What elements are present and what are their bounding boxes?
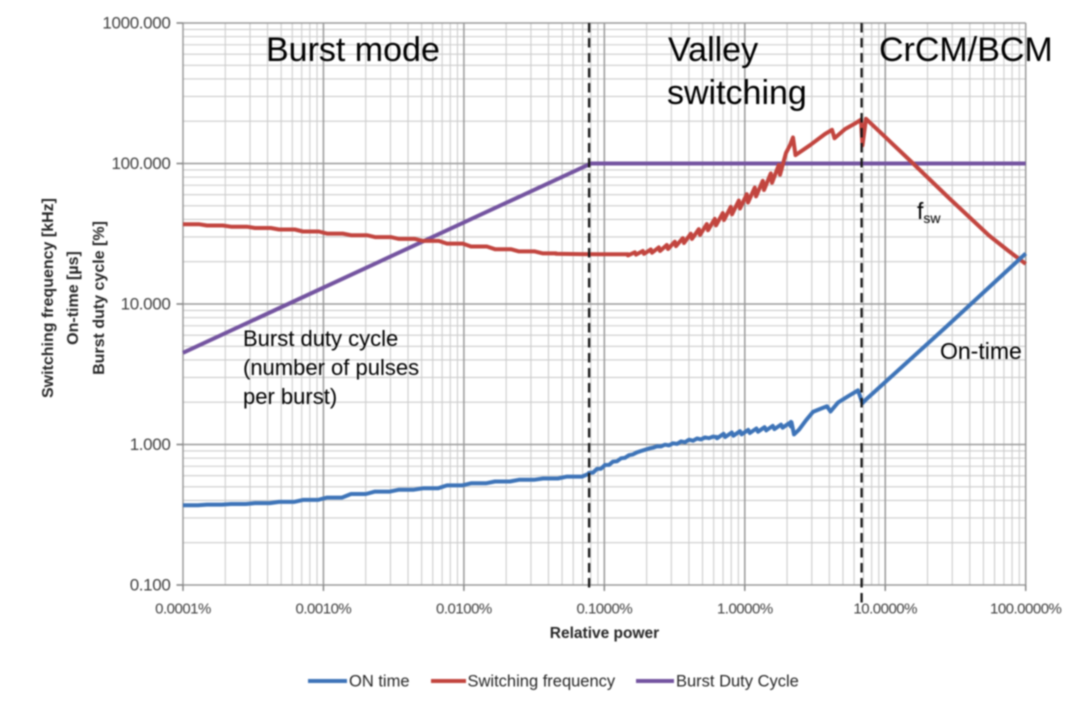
svg-text:Switching frequency [kHz]: Switching frequency [kHz] xyxy=(40,198,57,398)
svg-text:Burst duty cycle [%]: Burst duty cycle [%] xyxy=(91,221,108,375)
svg-text:1.0000%: 1.0000% xyxy=(717,601,773,618)
svg-text:0.1000%: 0.1000% xyxy=(576,601,632,618)
svg-text:Burst mode: Burst mode xyxy=(266,31,440,69)
svg-text:Relative power: Relative power xyxy=(550,625,659,642)
svg-text:10.000: 10.000 xyxy=(121,295,171,314)
svg-text:(number of pulses: (number of pulses xyxy=(243,355,419,380)
svg-text:100.000: 100.000 xyxy=(111,154,170,173)
svg-text:10.0000%: 10.0000% xyxy=(853,601,917,618)
svg-text:switching: switching xyxy=(667,74,807,112)
svg-text:100.0000%: 100.0000% xyxy=(990,601,1062,618)
svg-text:ON time: ON time xyxy=(349,673,410,691)
svg-text:Burst duty cycle: Burst duty cycle xyxy=(243,326,398,351)
svg-text:0.0001%: 0.0001% xyxy=(155,601,211,618)
svg-text:Burst Duty Cycle: Burst Duty Cycle xyxy=(676,673,799,691)
svg-text:1.000: 1.000 xyxy=(130,435,171,454)
svg-text:1000.000: 1000.000 xyxy=(102,14,170,33)
svg-text:On-time [µs]: On-time [µs] xyxy=(65,251,82,345)
svg-text:0.0100%: 0.0100% xyxy=(436,601,492,618)
svg-text:CrCM/BCM: CrCM/BCM xyxy=(879,31,1053,69)
svg-text:Switching frequency: Switching frequency xyxy=(468,673,616,691)
svg-text:0.100: 0.100 xyxy=(130,576,171,595)
svg-text:per burst): per burst) xyxy=(243,384,337,409)
svg-text:Valley: Valley xyxy=(668,31,758,69)
svg-text:On-time: On-time xyxy=(940,338,1022,364)
svg-text:0.0010%: 0.0010% xyxy=(296,601,352,618)
